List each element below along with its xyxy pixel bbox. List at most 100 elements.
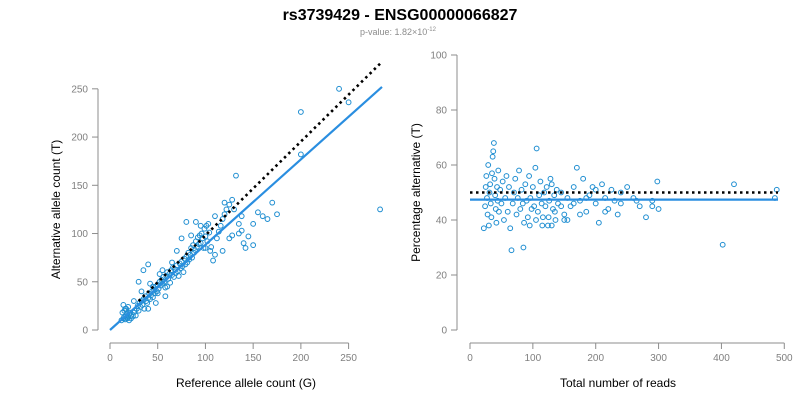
- chart0-point-125: [226, 235, 233, 242]
- chart0-point-143: [178, 235, 185, 242]
- chart1-point-115: [617, 200, 624, 207]
- chart1-point-75: [570, 184, 577, 190]
- chart0-expected-line: [137, 60, 383, 302]
- chart1-point-60: [542, 203, 549, 210]
- chart1-point-39: [516, 167, 522, 174]
- chart0-y-tick-label-3: 150: [71, 181, 88, 192]
- chart1-point-10: [487, 200, 494, 207]
- chart1-point-35: [511, 189, 517, 196]
- chart1-point-26: [499, 178, 506, 185]
- chart1-point-83: [595, 219, 602, 226]
- chart0-point-22: [132, 312, 139, 319]
- chart1-point-95: [649, 197, 656, 204]
- chart0-point-67: [175, 273, 182, 279]
- chart0-point-134: [135, 278, 142, 285]
- chart-title: rs3739429 - ENSG00000066827: [283, 7, 518, 24]
- chart1-point-52: [532, 164, 539, 171]
- chart1-y-axis-label: Percentage alternative (T): [409, 123, 423, 262]
- chart1-point-23: [496, 208, 502, 215]
- pvalue-prefix: p-value: 1.82×10: [360, 27, 427, 37]
- chart1-point-93: [636, 203, 643, 210]
- chart0-point-119: [255, 209, 261, 216]
- chart1-point-43: [521, 219, 527, 226]
- chart1-x-tick-label-0: 0: [467, 353, 473, 364]
- chart0-point-118: [250, 220, 257, 227]
- chart1-point-63: [546, 197, 553, 204]
- chart1-point-37: [513, 211, 520, 218]
- chart0-point-103: [212, 251, 218, 258]
- chart1-point-87: [608, 186, 615, 193]
- chart0-y-tick-label-0: 0: [82, 326, 88, 337]
- chart0-fit-line: [109, 86, 383, 331]
- chart1-point-56: [537, 178, 544, 185]
- chart1-point-77: [577, 197, 583, 204]
- chart1-y-tick-label-2: 40: [436, 216, 448, 227]
- chart0-y-tick-label-5: 250: [71, 84, 88, 95]
- chart1-point-57: [538, 200, 545, 207]
- chart0-x-tick-label-0: 0: [107, 353, 113, 364]
- chart1-y-tick-label-3: 60: [436, 161, 448, 172]
- chart1-point-65: [548, 181, 555, 188]
- chart0-point-150: [221, 199, 228, 206]
- chart0-point-72: [180, 269, 187, 276]
- chart1-point-27: [501, 217, 507, 223]
- chart1-point-117: [649, 203, 656, 210]
- chart0-point-19: [130, 313, 136, 320]
- chart0-point-149: [212, 213, 218, 220]
- chart0-point-114: [235, 220, 242, 227]
- chart0-point-58: [167, 279, 174, 286]
- chart1-point-68: [552, 217, 559, 223]
- chart1-x-tick-label-2: 200: [587, 353, 604, 364]
- chart1-point-55: [536, 192, 543, 199]
- chart1-y-tick-label-1: 20: [436, 271, 448, 282]
- chart1-point-45: [523, 197, 530, 204]
- chart0-point-8: [127, 309, 133, 316]
- chart0-x-tick-label-3: 150: [245, 353, 262, 364]
- chart0-point-155: [162, 293, 169, 300]
- chart0-point-137: [150, 283, 156, 290]
- chart1-point-107: [551, 208, 558, 215]
- chart1-point-53: [533, 145, 540, 152]
- chart0-point-131: [336, 85, 342, 92]
- chart1-point-99: [731, 181, 737, 188]
- chart0-point-115: [238, 213, 245, 220]
- chart0-point-127: [242, 245, 249, 251]
- chart1-point-74: [567, 203, 574, 210]
- chart1-point-18: [492, 206, 499, 212]
- chart0-point-15: [122, 305, 129, 312]
- chart1-x-tick-label-3: 300: [650, 353, 667, 364]
- chart1-point-22: [495, 167, 502, 174]
- chart1-point-47: [526, 173, 532, 179]
- chart0-point-138: [154, 290, 161, 297]
- chart0-x-tick-label-2: 100: [197, 353, 214, 364]
- chart1-point-118: [561, 217, 568, 223]
- chart1-point-33: [508, 247, 515, 254]
- chart1-point-58: [540, 214, 546, 221]
- chart0-point-124: [219, 247, 226, 254]
- chart1-y-tick-label-0: 0: [441, 326, 447, 337]
- chart0-point-116: [240, 240, 247, 247]
- chart0-point-151: [229, 232, 236, 239]
- chart1-point-72: [561, 211, 568, 218]
- chart0-point-156: [130, 298, 137, 304]
- chart1-point-110: [570, 200, 577, 207]
- chart1-point-54: [534, 208, 541, 215]
- chart0-point-128: [250, 242, 257, 249]
- chart1-point-0: [480, 225, 487, 232]
- chart0-point-153: [145, 305, 152, 312]
- chart1-point-1: [482, 203, 488, 210]
- chart0-point-117: [245, 233, 252, 240]
- chart0-point-100: [207, 247, 214, 254]
- chart1-x-tick-label-5: 500: [776, 353, 793, 364]
- chart0-point-159: [156, 271, 163, 277]
- chart1-point-40: [517, 206, 524, 212]
- chart0-point-141: [169, 259, 175, 266]
- chart1-point-108: [558, 203, 565, 210]
- chart1-point-3: [483, 173, 490, 179]
- chart1-point-30: [504, 208, 511, 215]
- chart0-point-111: [229, 196, 236, 203]
- chart1-point-119: [548, 222, 555, 229]
- chart1-point-5: [484, 211, 491, 218]
